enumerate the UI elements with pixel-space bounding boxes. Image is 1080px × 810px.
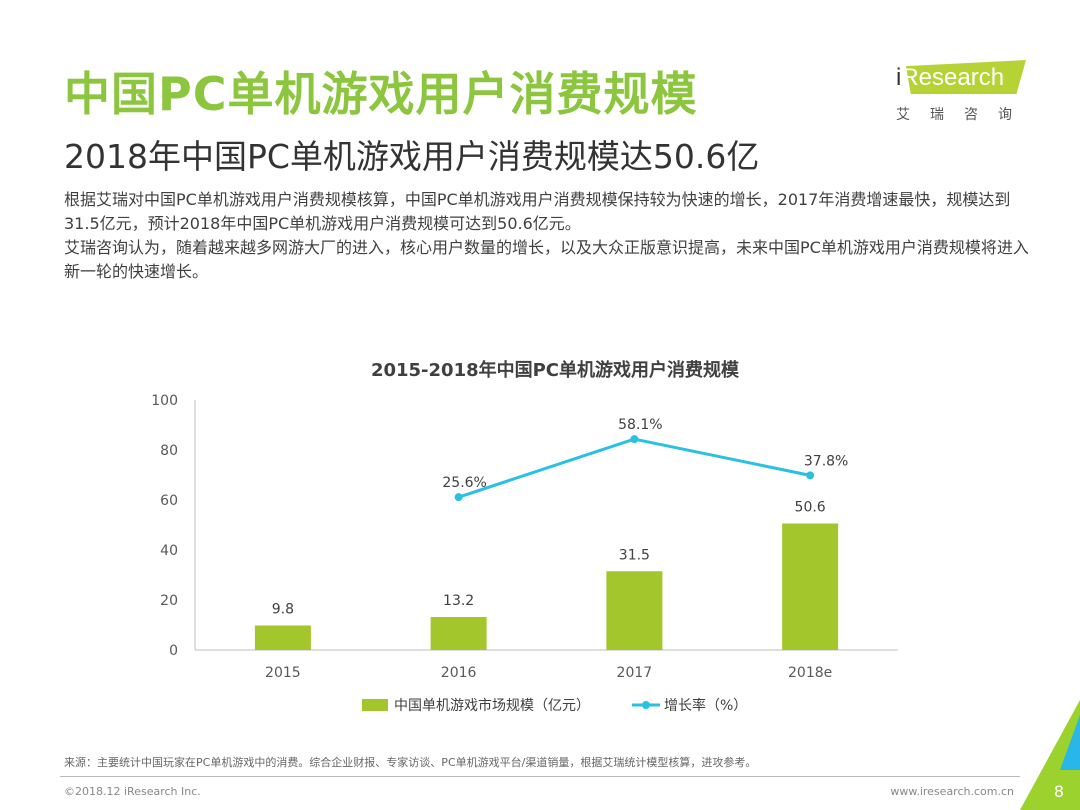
- chart: 2015-2018年中国PC单机游戏用户消费规模 0 20 40 60 80 100 2015…: [151, 359, 898, 714]
- y-tick-label: 20: [160, 593, 178, 609]
- x-tick-label: 2018e: [788, 665, 832, 681]
- growth-point: [454, 493, 463, 502]
- growth-point: [630, 435, 639, 444]
- legend-line-label: 增长率（%）: [664, 697, 747, 714]
- legend-line-marker: [642, 701, 650, 709]
- legend-bar-swatch: [362, 699, 388, 711]
- logo-word: Research: [901, 64, 1005, 91]
- bar-label: 9.8: [272, 602, 294, 618]
- y-tick-label: 40: [160, 543, 178, 559]
- y-tick-label: 60: [160, 493, 178, 509]
- bar: [430, 617, 487, 650]
- logo-cn: 艾瑞咨询: [896, 107, 1032, 123]
- x-tick-label: 2017: [617, 665, 653, 681]
- growth-label: 37.8%: [804, 453, 848, 469]
- growth-point: [806, 471, 815, 480]
- page-title: 中国PC单机游戏用户消费规模: [64, 67, 698, 121]
- website-link[interactable]: www.iresearch.com.cn: [890, 785, 1014, 798]
- corner-decoration: [1020, 700, 1080, 810]
- chart-title: 2015-2018年中国PC单机游戏用户消费规模: [371, 359, 740, 381]
- x-tick-label: 2015: [265, 665, 301, 681]
- logo-badge: [906, 60, 1026, 94]
- iresearch-logo: iResearch 艾瑞咨询: [892, 58, 1032, 128]
- page-subtitle: 2018年中国PC单机游戏用户消费规模达50.6亿: [64, 137, 760, 176]
- bar: [782, 523, 839, 650]
- bar-label: 31.5: [619, 547, 650, 563]
- bar: [606, 571, 663, 650]
- growth-label: 25.6%: [442, 475, 486, 491]
- body-text: 根据艾瑞对中国PC单机游戏用户消费规模核算，中国PC单机游戏用户消费规模保持较为…: [64, 188, 1034, 284]
- bar-label: 13.2: [443, 593, 474, 609]
- growth-label: 58.1%: [618, 417, 662, 433]
- footer-divider: [60, 776, 1020, 777]
- x-tick-label: 2016: [441, 665, 477, 681]
- bar: [254, 625, 311, 650]
- legend-bar-label: 中国单机游戏市场规模（亿元）: [394, 697, 590, 714]
- y-tick-label: 80: [160, 443, 178, 459]
- page-number: 8: [1053, 782, 1064, 801]
- copyright: ©2018.12 iResearch Inc.: [64, 785, 201, 798]
- bar-label: 50.6: [795, 500, 826, 516]
- y-tick-label: 0: [169, 643, 178, 659]
- paragraph: 艾瑞咨询认为，随着越来越多网游大厂的进入，核心用户数量的增长，以及大众正版意识提…: [64, 238, 1029, 281]
- y-tick-label: 100: [151, 393, 178, 409]
- paragraph: 根据艾瑞对中国PC单机游戏用户消费规模核算，中国PC单机游戏用户消费规模保持较为…: [64, 190, 1011, 233]
- source-note: 来源：主要统计中国玩家在PC单机游戏中的消费。综合企业财报、专家访谈、PC单机游…: [64, 756, 757, 769]
- logo-i: i: [896, 64, 902, 91]
- logo-wordmark: iResearch: [896, 64, 1004, 92]
- growth-line: [458, 437, 811, 499]
